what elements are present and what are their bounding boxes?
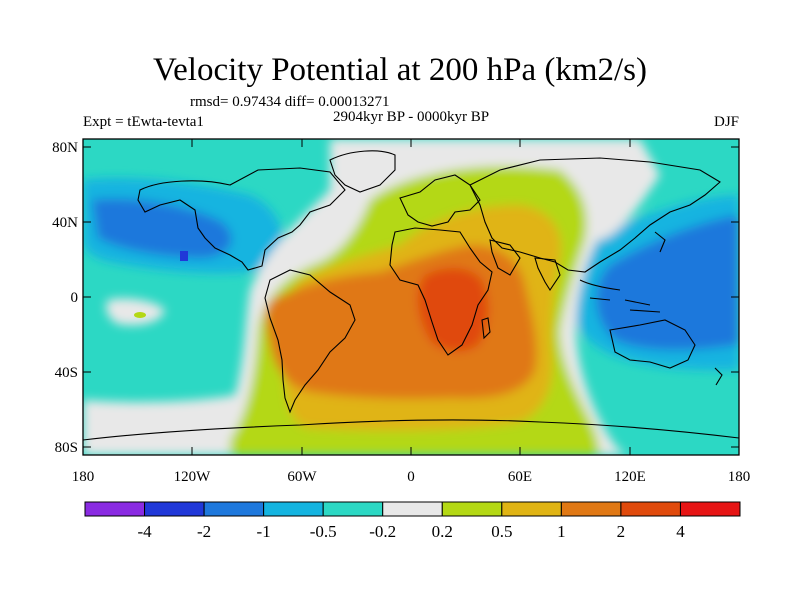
coast-japan <box>654 231 666 253</box>
colorbar-swatch <box>679 501 741 517</box>
colorbar-swatch <box>84 501 146 517</box>
coast-south-america <box>264 269 356 414</box>
colorbar-label: -1 <box>257 522 271 541</box>
contour-pos-small-island <box>134 312 146 318</box>
lat-tick-label: 40N <box>52 215 78 231</box>
lat-tick-label: 80N <box>52 140 78 156</box>
colorbar-swatch <box>501 501 562 517</box>
longitude-axis: 180 120W 60W 0 60E 120E 180 <box>72 139 751 485</box>
contour-neg-west-pacific-core <box>596 215 739 350</box>
coast-indonesia <box>579 279 661 313</box>
coast-antarctica <box>83 419 739 441</box>
lat-tick-label: 40S <box>55 365 78 381</box>
colorbar-label: 2 <box>617 522 626 541</box>
colorbar-swatch <box>263 501 324 517</box>
lon-tick-label: 0 <box>407 469 415 485</box>
coast-india <box>534 257 561 292</box>
contour-neg-small-core <box>180 251 188 261</box>
coast-new-zealand <box>714 367 723 386</box>
lon-tick-label: 180 <box>72 469 95 485</box>
lat-tick-label: 80S <box>55 440 78 456</box>
contour-zero-east-pacific-island <box>106 298 165 326</box>
colorbar: -4 -2 -1 -0.5 -0.2 0.2 0.5 1 2 4 <box>84 501 741 541</box>
stats-line: rmsd= 0.97434 diff= 0.00013271 <box>190 94 390 110</box>
colorbar-swatch <box>203 501 265 517</box>
colorbar-swatch <box>441 501 503 517</box>
lat-tick-label: 0 <box>71 290 79 306</box>
contour-neg-pacific-north-core <box>92 198 232 258</box>
coast-europe <box>399 174 481 227</box>
colorbar-label: -0.5 <box>310 522 337 541</box>
lon-tick-label: 120W <box>174 469 212 485</box>
colorbar-label: -0.2 <box>369 522 396 541</box>
colorbar-label: 0.2 <box>432 522 453 541</box>
coast-north-america <box>137 167 346 271</box>
coast-greenland <box>329 150 396 193</box>
lon-tick-label: 120E <box>614 469 646 485</box>
coast-asia <box>469 157 721 273</box>
coast-madagascar <box>481 317 491 340</box>
season-label: DJF <box>714 114 739 130</box>
experiment-label: Expt = tEwta-tevta1 <box>83 114 204 130</box>
latitude-axis: 80N 40N 0 40S 80S <box>52 140 739 456</box>
coast-arabia <box>489 239 521 276</box>
coastlines <box>83 150 739 441</box>
map-title: Velocity Potential at 200 hPa (km2/s) <box>152 52 648 88</box>
colorbar-label: 4 <box>676 522 685 541</box>
lon-tick-label: 60W <box>287 469 317 485</box>
colorbar-label: -4 <box>137 522 152 541</box>
colorbar-swatch <box>560 501 622 517</box>
contour-field <box>83 139 739 455</box>
coast-africa <box>389 227 493 356</box>
coast-australia <box>609 319 696 369</box>
lon-tick-label: 180 <box>728 469 751 485</box>
colorbar-swatch <box>322 501 384 517</box>
lon-tick-label: 60E <box>508 469 532 485</box>
colorbar-swatch <box>382 501 443 517</box>
colorbar-label: -2 <box>197 522 211 541</box>
colorbar-label: 1 <box>557 522 566 541</box>
colorbar-label: 0.5 <box>491 522 512 541</box>
colorbar-swatch <box>620 501 681 517</box>
period-label: 2904kyr BP - 0000kyr BP <box>333 109 489 125</box>
colorbar-swatch <box>144 501 205 517</box>
